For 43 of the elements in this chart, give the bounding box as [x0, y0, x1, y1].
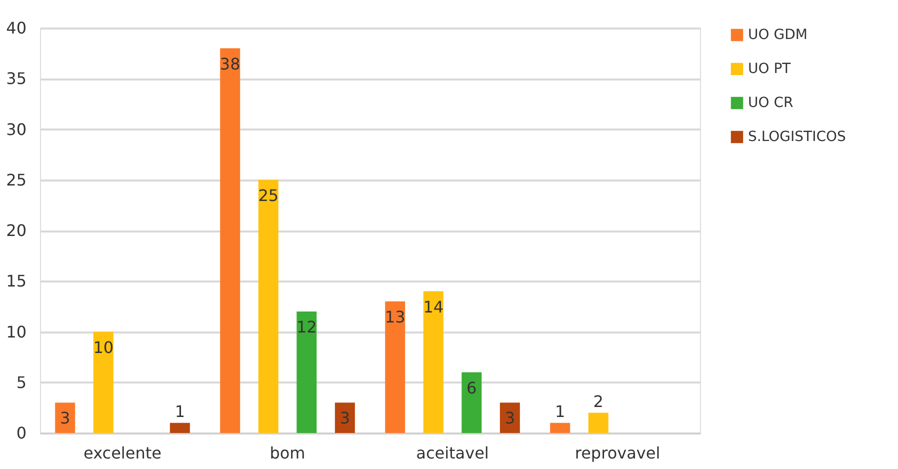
- legend-label: UO CR: [748, 95, 794, 111]
- bar: [423, 291, 444, 433]
- bar: [500, 402, 520, 433]
- y-tick-label: 10: [6, 322, 26, 342]
- y-tick-label: 30: [6, 120, 26, 139]
- data-label: 3: [504, 408, 516, 428]
- y-tick-label: 35: [6, 69, 26, 88]
- bar: [550, 422, 570, 433]
- y-tick-label: 15: [6, 272, 26, 291]
- bar: [170, 422, 190, 433]
- x-tick-label: excelente: [84, 444, 162, 462]
- data-label: 2: [593, 392, 604, 411]
- y-tick-label: 5: [16, 372, 26, 392]
- y-tick-label: 25: [6, 170, 26, 190]
- data-label: 3: [60, 408, 70, 428]
- legend-label: S.LOGISTICOS: [748, 129, 846, 145]
- data-label: 25: [258, 186, 279, 205]
- data-label: 13: [384, 307, 406, 326]
- data-label: 1: [554, 402, 566, 421]
- bar: [385, 301, 406, 433]
- data-label: 12: [296, 318, 317, 336]
- bar: [296, 312, 317, 433]
- data-label: 38: [220, 54, 240, 74]
- data-label: 1: [174, 402, 186, 421]
- x-tick-label: reprovavel: [574, 444, 660, 462]
- data-label: 14: [423, 297, 444, 316]
- y-tick-label: 40: [6, 18, 26, 38]
- bar: [462, 372, 482, 433]
- bar: [258, 180, 278, 433]
- data-label: 10: [93, 338, 114, 357]
- bar: [588, 412, 608, 433]
- x-tick-label: aceitavel: [416, 444, 489, 462]
- bar: [55, 402, 76, 433]
- data-label: 6: [466, 378, 477, 398]
- x-tick-label: bom: [270, 444, 306, 462]
- data-label: 3: [340, 408, 350, 428]
- bar: [220, 48, 240, 433]
- bar: [93, 332, 114, 433]
- legend-label: UO PT: [748, 61, 792, 77]
- legend-label: UO GDM: [748, 27, 808, 43]
- y-tick-label: 20: [6, 221, 26, 240]
- bar: [334, 402, 355, 433]
- y-tick-label: 0: [16, 424, 26, 442]
